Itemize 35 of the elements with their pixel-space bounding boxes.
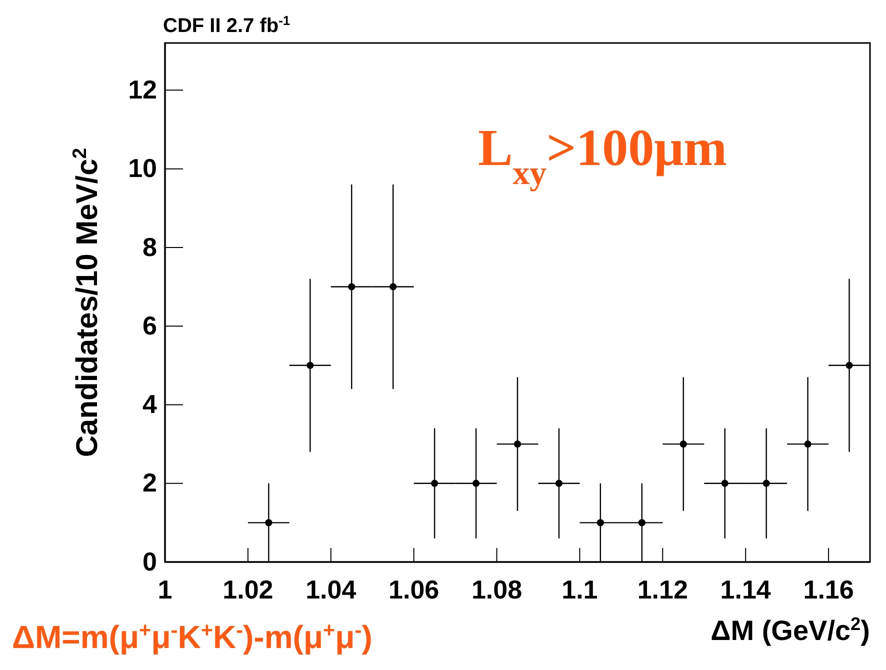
point bbox=[430, 480, 438, 487]
point bbox=[390, 283, 397, 290]
chart-title: CDF II 2.7 fb$^{-1}$ bbox=[163, 12, 290, 37]
x-tick-label: 1 bbox=[158, 574, 172, 604]
y-tick-label: 4 bbox=[142, 389, 158, 420]
point bbox=[472, 480, 480, 487]
y-tick-label: 6 bbox=[142, 310, 157, 340]
text: ΔM=m(μ$^{+}$μ$^{-}$K$^{+}$K$^{-}$)-m(μ$^{+}$μ$^{-}$) bbox=[12, 618, 372, 655]
annotation: L$_{xy}$>100μm bbox=[478, 120, 727, 192]
point bbox=[514, 440, 522, 448]
x-tick-label: 1.14 bbox=[720, 574, 772, 604]
point bbox=[638, 519, 646, 526]
point bbox=[804, 440, 812, 448]
x-tick-label: 1.12 bbox=[637, 574, 688, 604]
y-tick-label: 2 bbox=[142, 468, 157, 498]
x-tick-label: 1.16 bbox=[803, 574, 854, 604]
y-tick-label: 8 bbox=[142, 232, 157, 262]
point bbox=[762, 480, 770, 487]
point bbox=[555, 480, 563, 487]
y-tick-label: 12 bbox=[128, 74, 157, 104]
x-tick-label: 1.04 bbox=[306, 574, 357, 604]
point bbox=[846, 362, 853, 369]
x-tick-label: 1.06 bbox=[388, 574, 440, 604]
point bbox=[721, 480, 728, 487]
x-tick-label: 1.08 bbox=[471, 574, 522, 604]
point bbox=[680, 440, 687, 448]
x-axis-title: ΔM (GeV/c$^{2}$) bbox=[710, 614, 870, 646]
point bbox=[348, 283, 356, 290]
point bbox=[306, 362, 314, 369]
point bbox=[265, 519, 272, 526]
y-tick-label: 10 bbox=[128, 153, 157, 184]
x-tick-label: 1.1 bbox=[562, 574, 598, 604]
x-tick-label: 1.02 bbox=[222, 574, 274, 604]
y-tick-label: 0 bbox=[142, 546, 157, 576]
point bbox=[596, 519, 604, 526]
